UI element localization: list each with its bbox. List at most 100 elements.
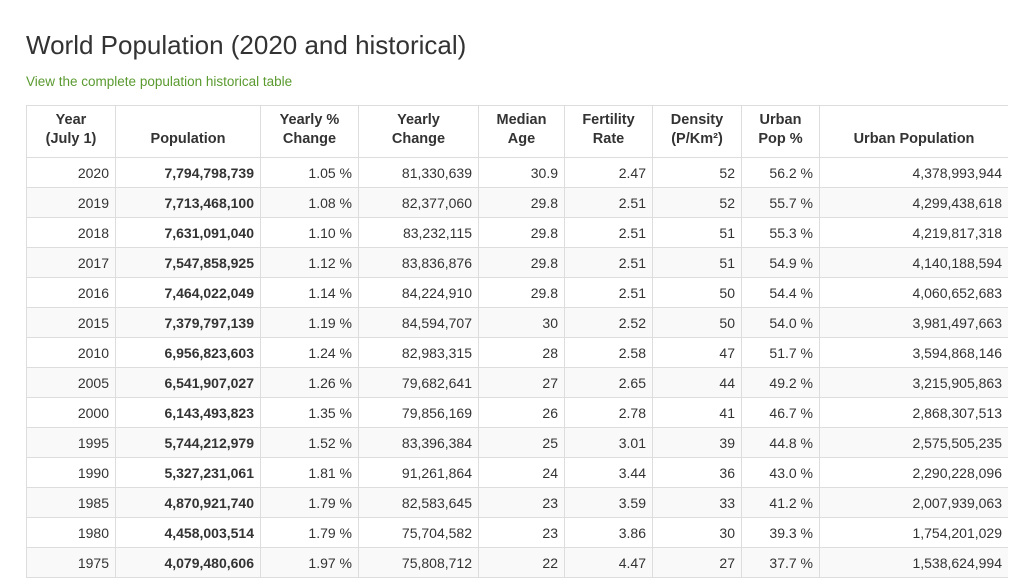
cell-yearly-change: 75,704,582 xyxy=(358,517,479,548)
cell-density: 44 xyxy=(652,367,742,398)
population-table-container: Year (July 1) Population Yearly % Change Ye… xyxy=(26,105,1008,579)
table-body: 2020 7,794,798,739 1.05 % 81,330,639 30.9 2.4… xyxy=(26,157,1008,578)
cell-median-age: 30 xyxy=(478,307,565,338)
cell-urban-pop-pct: 41.2 % xyxy=(741,487,820,518)
cell-median-age: 29.8 xyxy=(478,277,565,308)
cell-density: 51 xyxy=(652,217,742,248)
cell-median-age: 30.9 xyxy=(478,157,565,188)
col-header-urban-pop-pct: Urban Pop % xyxy=(741,105,820,158)
cell-urban-pop-pct: 37.7 % xyxy=(741,547,820,578)
cell-yearly-change: 82,377,060 xyxy=(358,187,479,218)
col-header-density: Density (P/Km²) xyxy=(652,105,742,158)
cell-density: 51 xyxy=(652,247,742,278)
cell-population: 6,956,823,603 xyxy=(115,337,261,368)
cell-population: 7,713,468,100 xyxy=(115,187,261,218)
cell-yearly-change: 84,224,910 xyxy=(358,277,479,308)
cell-year: 2017 xyxy=(26,247,116,278)
table-row: 1980 4,458,003,514 1.79 % 75,704,582 23 3.86 3… xyxy=(26,517,1008,548)
cell-year: 1990 xyxy=(26,457,116,488)
cell-density: 41 xyxy=(652,397,742,428)
cell-urban-pop-pct: 46.7 % xyxy=(741,397,820,428)
cell-yearly-pct-change: 1.79 % xyxy=(260,487,359,518)
cell-urban-population: 2,007,939,063 xyxy=(819,487,1008,518)
historical-table-link[interactable]: View the complete population historical … xyxy=(26,74,293,89)
col-header-yearly-pct-change: Yearly % Change xyxy=(260,105,359,158)
cell-density: 50 xyxy=(652,277,742,308)
cell-population: 6,541,907,027 xyxy=(115,367,261,398)
cell-population: 4,079,480,606 xyxy=(115,547,261,578)
cell-yearly-pct-change: 1.19 % xyxy=(260,307,359,338)
cell-urban-pop-pct: 54.9 % xyxy=(741,247,820,278)
cell-year: 2018 xyxy=(26,217,116,248)
cell-year: 2015 xyxy=(26,307,116,338)
col-header-fertility-rate: Fertility Rate xyxy=(564,105,653,158)
cell-urban-pop-pct: 51.7 % xyxy=(741,337,820,368)
population-table: Year (July 1) Population Yearly % Change Ye… xyxy=(26,105,1008,578)
cell-urban-population: 1,754,201,029 xyxy=(819,517,1008,548)
cell-urban-population: 1,538,624,994 xyxy=(819,547,1008,578)
col-header-median-age: Median Age xyxy=(478,105,565,158)
cell-density: 52 xyxy=(652,157,742,188)
cell-fertility-rate: 2.51 xyxy=(564,277,653,308)
cell-population: 6,143,493,823 xyxy=(115,397,261,428)
cell-yearly-change: 81,330,639 xyxy=(358,157,479,188)
cell-urban-pop-pct: 43.0 % xyxy=(741,457,820,488)
cell-median-age: 28 xyxy=(478,337,565,368)
cell-year: 1985 xyxy=(26,487,116,518)
cell-population: 5,744,212,979 xyxy=(115,427,261,458)
table-row: 2016 7,464,022,049 1.14 % 84,224,910 29.8 2.5… xyxy=(26,277,1008,308)
cell-fertility-rate: 2.58 xyxy=(564,337,653,368)
cell-fertility-rate: 2.51 xyxy=(564,217,653,248)
cell-median-age: 27 xyxy=(478,367,565,398)
cell-urban-population: 4,060,652,683 xyxy=(819,277,1008,308)
cell-yearly-change: 83,836,876 xyxy=(358,247,479,278)
cell-population: 7,379,797,139 xyxy=(115,307,261,338)
cell-urban-pop-pct: 54.0 % xyxy=(741,307,820,338)
cell-density: 39 xyxy=(652,427,742,458)
cell-fertility-rate: 2.47 xyxy=(564,157,653,188)
cell-fertility-rate: 2.51 xyxy=(564,247,653,278)
cell-yearly-pct-change: 1.81 % xyxy=(260,457,359,488)
cell-fertility-rate: 2.51 xyxy=(564,187,653,218)
cell-urban-population: 3,594,868,146 xyxy=(819,337,1008,368)
cell-yearly-change: 82,583,645 xyxy=(358,487,479,518)
cell-urban-pop-pct: 54.4 % xyxy=(741,277,820,308)
cell-yearly-pct-change: 1.97 % xyxy=(260,547,359,578)
cell-yearly-pct-change: 1.79 % xyxy=(260,517,359,548)
cell-density: 27 xyxy=(652,547,742,578)
cell-density: 33 xyxy=(652,487,742,518)
cell-urban-pop-pct: 56.2 % xyxy=(741,157,820,188)
cell-fertility-rate: 3.44 xyxy=(564,457,653,488)
cell-fertility-rate: 3.59 xyxy=(564,487,653,518)
cell-median-age: 23 xyxy=(478,517,565,548)
table-row: 1975 4,079,480,606 1.97 % 75,808,712 22 4.47 2… xyxy=(26,547,1008,578)
table-row: 2019 7,713,468,100 1.08 % 82,377,060 29.8 2.5… xyxy=(26,187,1008,218)
cell-median-age: 26 xyxy=(478,397,565,428)
cell-yearly-change: 75,808,712 xyxy=(358,547,479,578)
col-header-yearly-change: Yearly Change xyxy=(358,105,479,158)
cell-population: 7,794,798,739 xyxy=(115,157,261,188)
table-row: 1990 5,327,231,061 1.81 % 91,261,864 24 3.44 3… xyxy=(26,457,1008,488)
cell-urban-pop-pct: 55.7 % xyxy=(741,187,820,218)
cell-year: 2020 xyxy=(26,157,116,188)
cell-yearly-change: 82,983,315 xyxy=(358,337,479,368)
cell-urban-population: 2,575,505,235 xyxy=(819,427,1008,458)
col-header-year: Year (July 1) xyxy=(26,105,116,158)
cell-median-age: 23 xyxy=(478,487,565,518)
cell-year: 2000 xyxy=(26,397,116,428)
table-row: 2005 6,541,907,027 1.26 % 79,682,641 27 2.65 4… xyxy=(26,367,1008,398)
cell-fertility-rate: 2.65 xyxy=(564,367,653,398)
cell-fertility-rate: 2.52 xyxy=(564,307,653,338)
cell-urban-pop-pct: 55.3 % xyxy=(741,217,820,248)
cell-yearly-pct-change: 1.24 % xyxy=(260,337,359,368)
table-row: 2015 7,379,797,139 1.19 % 84,594,707 30 2.52 5… xyxy=(26,307,1008,338)
page-title: World Population (2020 and historical) xyxy=(26,30,467,60)
cell-yearly-pct-change: 1.10 % xyxy=(260,217,359,248)
cell-urban-population: 2,868,307,513 xyxy=(819,397,1008,428)
table-row: 1995 5,744,212,979 1.52 % 83,396,384 25 3.01 3… xyxy=(26,427,1008,458)
cell-urban-pop-pct: 49.2 % xyxy=(741,367,820,398)
cell-urban-population: 4,299,438,618 xyxy=(819,187,1008,218)
cell-year: 2005 xyxy=(26,367,116,398)
cell-fertility-rate: 3.01 xyxy=(564,427,653,458)
cell-population: 4,870,921,740 xyxy=(115,487,261,518)
